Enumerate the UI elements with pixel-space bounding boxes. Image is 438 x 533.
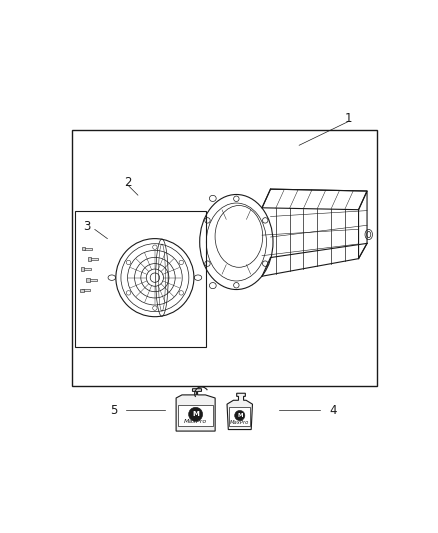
Text: 1: 1 [345, 111, 352, 125]
Bar [82, 289, 90, 291]
Circle shape [179, 290, 184, 295]
Text: 2: 2 [124, 176, 131, 189]
Bar [89, 258, 98, 260]
Text: M: M [237, 413, 243, 418]
Circle shape [126, 290, 131, 295]
Bar [82, 247, 85, 251]
Bar [178, 405, 213, 426]
Text: 3: 3 [83, 220, 91, 233]
Bar [83, 268, 91, 270]
Circle shape [153, 306, 157, 310]
Polygon shape [176, 389, 215, 431]
Circle shape [235, 410, 245, 421]
Bar [229, 407, 251, 426]
Text: MaxPro: MaxPro [230, 420, 249, 425]
Text: M: M [192, 411, 199, 417]
Bar [86, 278, 90, 282]
Bar [72, 130, 377, 386]
Text: MaxPro: MaxPro [184, 419, 207, 424]
Bar [75, 212, 206, 347]
Bar [81, 268, 84, 271]
Bar [80, 288, 84, 292]
Text: 4: 4 [329, 403, 337, 416]
Circle shape [126, 260, 131, 264]
Circle shape [189, 407, 203, 422]
Circle shape [153, 245, 157, 249]
Circle shape [179, 260, 184, 264]
Bar [88, 257, 91, 261]
Bar [84, 248, 92, 250]
Polygon shape [227, 393, 252, 430]
Text: 5: 5 [110, 403, 118, 416]
Bar [88, 279, 96, 281]
